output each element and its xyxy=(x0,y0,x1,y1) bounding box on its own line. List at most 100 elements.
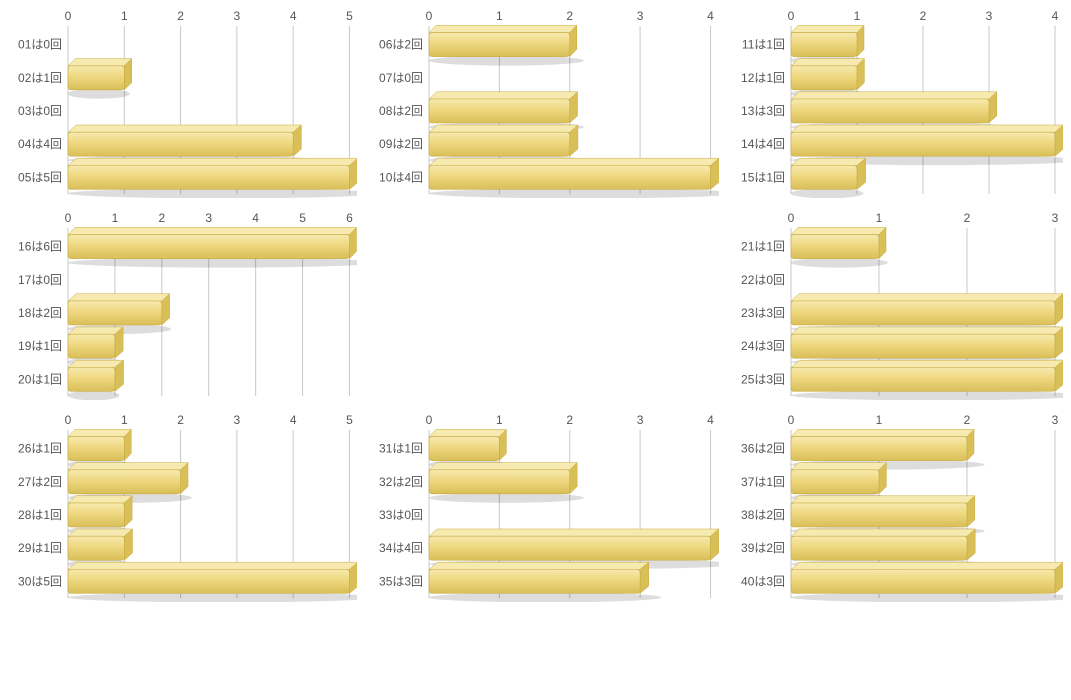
bar xyxy=(68,132,293,156)
bar xyxy=(68,301,162,325)
bar xyxy=(791,437,967,461)
bar-top-face xyxy=(791,463,886,470)
axis-tick-label: 3 xyxy=(234,413,241,427)
bar-top-face xyxy=(68,429,131,436)
bar-label: 40は3回 xyxy=(741,574,785,588)
bar-top-face xyxy=(791,59,864,66)
bar-top-face xyxy=(429,125,578,132)
bar xyxy=(429,165,710,189)
bar-top-face xyxy=(791,429,974,436)
bar-shadow xyxy=(429,493,584,503)
bar-label: 22は0回 xyxy=(741,273,785,287)
axis-tick-label: 0 xyxy=(788,9,795,23)
bar-label: 01は0回 xyxy=(18,38,62,52)
bar-top-face xyxy=(68,496,132,503)
bar-label: 28は1回 xyxy=(18,508,62,522)
bar-label: 06は2回 xyxy=(380,38,424,52)
axis-tick-label: 5 xyxy=(346,413,353,427)
axis-tick-label: 3 xyxy=(637,9,644,23)
bar xyxy=(791,33,857,57)
bar-top-face xyxy=(68,360,124,367)
axis-tick-label: 0 xyxy=(788,413,795,427)
bar xyxy=(68,569,349,593)
bar-top-face xyxy=(791,529,975,536)
bar-top-face xyxy=(791,92,997,99)
bar-shadow xyxy=(791,258,888,268)
bar-top-face xyxy=(429,562,649,569)
bar xyxy=(68,503,124,527)
bar-label: 26は1回 xyxy=(18,442,62,456)
bar xyxy=(68,235,349,259)
axis-tick-label: 1 xyxy=(854,9,861,23)
axis-tick-label: 5 xyxy=(346,9,353,23)
bar xyxy=(429,569,640,593)
bar xyxy=(68,367,115,391)
bar xyxy=(791,334,1055,358)
axis-tick-label: 1 xyxy=(121,9,128,23)
axis-tick-label: 0 xyxy=(65,413,72,427)
axis-tick-label: 5 xyxy=(299,211,306,225)
axis-tick-label: 3 xyxy=(234,9,241,23)
bar xyxy=(68,536,124,560)
bar-shadow xyxy=(791,188,864,198)
bar-label: 37は1回 xyxy=(741,475,785,489)
bar-label: 07は0回 xyxy=(380,71,424,85)
chart-panel: 012345616は6回17は0回18は2回19は1回20は1回 xyxy=(8,210,357,400)
axis-tick-label: 3 xyxy=(205,211,212,225)
bar-label: 24は3回 xyxy=(741,339,785,353)
bar-label: 14は4回 xyxy=(741,137,785,151)
bar xyxy=(429,536,710,560)
bar-shadow xyxy=(791,592,1063,602)
bar-label: 08は2回 xyxy=(380,104,424,118)
bar xyxy=(68,165,349,189)
axis-tick-label: 3 xyxy=(1052,211,1059,225)
bar-label: 11は1回 xyxy=(742,38,785,52)
axis-tick-label: 1 xyxy=(121,413,128,427)
bar xyxy=(429,99,570,123)
bar-label: 02は1回 xyxy=(18,71,62,85)
bar-label: 19は1回 xyxy=(18,339,62,353)
bar-label: 36は2回 xyxy=(741,442,785,456)
axis-tick-label: 3 xyxy=(637,413,644,427)
axis-tick-label: 4 xyxy=(290,9,297,23)
bar xyxy=(791,536,967,560)
chart-panel: 0123431は1回32は2回33は0回34は4回35は3回 xyxy=(369,412,718,602)
axis-tick-label: 1 xyxy=(497,413,504,427)
bar xyxy=(429,33,570,57)
bar-label: 21は1回 xyxy=(741,240,785,254)
chart-panel: 0123411は1回12は1回13は3回14は4回15は1回 xyxy=(731,8,1063,198)
bar-top-face xyxy=(429,25,577,32)
bar-top-face xyxy=(429,529,718,536)
bar-top-face xyxy=(791,25,864,32)
bar-top-face xyxy=(68,529,132,536)
axis-tick-label: 4 xyxy=(290,413,297,427)
bar xyxy=(68,470,181,494)
axis-tick-label: 2 xyxy=(567,9,574,23)
axis-tick-label: 0 xyxy=(426,413,433,427)
bar-top-face xyxy=(791,327,1063,334)
bar-top-face xyxy=(68,158,357,165)
bar xyxy=(791,301,1055,325)
axis-tick-label: 0 xyxy=(65,9,72,23)
bar-label: 35は3回 xyxy=(380,574,424,588)
bar-top-face xyxy=(791,294,1063,301)
bar-top-face xyxy=(791,158,866,165)
axis-tick-label: 2 xyxy=(964,211,971,225)
bar-shadow xyxy=(68,258,357,268)
bar-label: 10は4回 xyxy=(380,170,424,184)
bar-label: 09は2回 xyxy=(380,137,424,151)
chart-panel: 01234501は0回02は1回03は0回04は4回05は5回 xyxy=(8,8,357,198)
axis-tick-label: 2 xyxy=(964,413,971,427)
axis-tick-label: 0 xyxy=(788,211,795,225)
bar-label: 12は1回 xyxy=(741,71,785,85)
bar-label: 20は1回 xyxy=(18,372,62,386)
axis-tick-label: 2 xyxy=(158,211,165,225)
bar xyxy=(429,132,570,156)
bar xyxy=(429,437,499,461)
bar-top-face xyxy=(791,227,886,234)
bar-shadow xyxy=(429,592,661,602)
axis-tick-label: 1 xyxy=(876,211,883,225)
axis-tick-label: 4 xyxy=(252,211,259,225)
bar xyxy=(68,437,124,461)
bar xyxy=(791,569,1055,593)
